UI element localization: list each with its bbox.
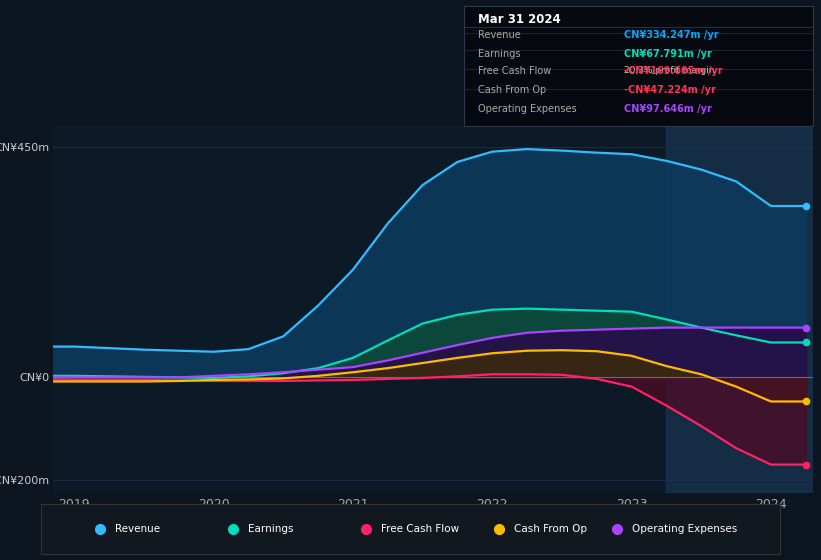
Text: Free Cash Flow: Free Cash Flow [381,524,459,534]
Text: Earnings: Earnings [248,524,293,534]
Bar [667,126,815,493]
Text: CN¥97.646m /yr: CN¥97.646m /yr [624,104,713,114]
Text: Mar 31 2024: Mar 31 2024 [478,13,561,26]
Text: Revenue: Revenue [115,524,160,534]
Text: Revenue: Revenue [478,30,521,40]
Text: Operating Expenses: Operating Expenses [632,524,737,534]
Text: Cash From Op: Cash From Op [514,524,587,534]
Text: CN¥67.791m /yr: CN¥67.791m /yr [624,49,713,59]
Text: -CN¥47.224m /yr: -CN¥47.224m /yr [624,85,716,95]
Text: Free Cash Flow: Free Cash Flow [478,66,551,76]
Text: 20.3% profit margin: 20.3% profit margin [624,66,715,75]
Text: Cash From Op: Cash From Op [478,85,546,95]
Text: CN¥334.247m /yr: CN¥334.247m /yr [624,30,719,40]
Text: Operating Expenses: Operating Expenses [478,104,576,114]
Text: Earnings: Earnings [478,49,521,59]
Text: -CN¥169.605m /yr: -CN¥169.605m /yr [624,66,723,76]
